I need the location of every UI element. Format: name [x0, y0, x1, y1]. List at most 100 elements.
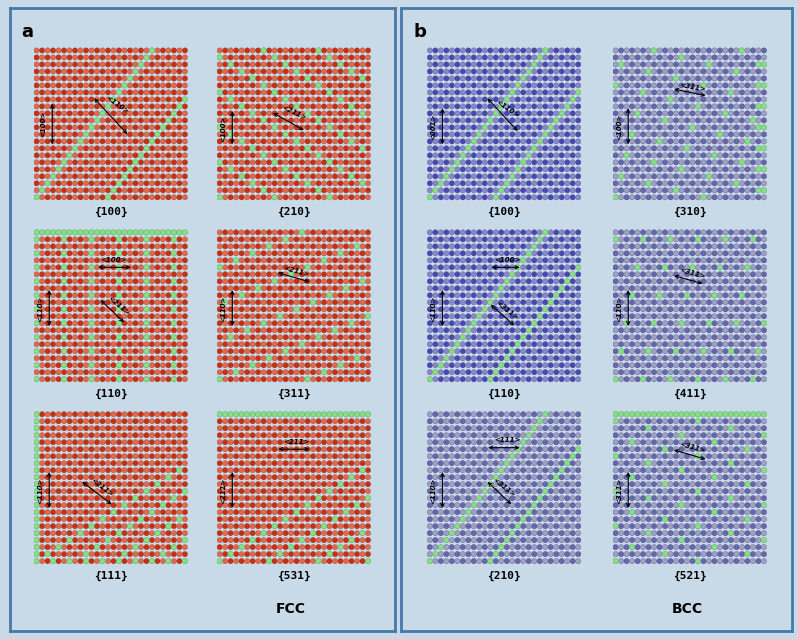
Circle shape [734, 160, 739, 165]
Circle shape [234, 118, 239, 123]
Circle shape [471, 475, 476, 480]
Circle shape [516, 530, 520, 535]
Circle shape [283, 146, 288, 151]
Circle shape [283, 174, 288, 179]
Circle shape [122, 174, 127, 179]
Circle shape [272, 89, 278, 95]
Circle shape [310, 356, 316, 361]
Circle shape [723, 461, 728, 466]
Circle shape [565, 90, 570, 95]
Circle shape [272, 118, 277, 123]
Circle shape [761, 236, 767, 242]
Circle shape [233, 369, 239, 375]
Circle shape [613, 509, 618, 515]
Circle shape [624, 551, 629, 557]
Circle shape [100, 335, 105, 340]
Circle shape [272, 335, 277, 340]
Circle shape [674, 314, 678, 319]
Circle shape [526, 160, 531, 165]
Circle shape [138, 300, 144, 305]
Circle shape [482, 475, 488, 480]
Circle shape [105, 153, 111, 158]
Circle shape [149, 335, 155, 340]
Circle shape [761, 356, 767, 361]
Circle shape [255, 328, 261, 333]
Circle shape [166, 474, 172, 480]
Circle shape [729, 265, 733, 270]
Circle shape [327, 447, 332, 452]
Circle shape [449, 293, 454, 298]
Circle shape [570, 125, 575, 130]
Circle shape [73, 502, 77, 508]
Circle shape [45, 160, 50, 165]
Circle shape [706, 139, 712, 144]
Circle shape [662, 433, 668, 438]
Circle shape [272, 230, 277, 235]
Circle shape [155, 118, 160, 123]
Circle shape [105, 243, 111, 249]
Circle shape [723, 118, 728, 123]
Circle shape [504, 55, 509, 60]
Circle shape [575, 174, 581, 179]
Circle shape [322, 118, 326, 123]
Circle shape [261, 195, 267, 200]
Circle shape [84, 523, 89, 528]
Circle shape [299, 447, 305, 452]
Circle shape [526, 376, 531, 382]
Circle shape [155, 272, 160, 277]
Circle shape [349, 544, 354, 550]
Circle shape [305, 440, 310, 445]
Circle shape [299, 523, 305, 528]
Circle shape [575, 167, 581, 172]
Circle shape [679, 440, 684, 445]
Circle shape [299, 356, 305, 361]
Circle shape [172, 125, 176, 130]
Circle shape [310, 523, 316, 528]
Circle shape [310, 167, 316, 172]
Circle shape [349, 132, 354, 137]
Circle shape [182, 509, 188, 515]
Circle shape [493, 426, 499, 431]
Circle shape [360, 321, 365, 326]
Circle shape [223, 243, 227, 249]
Circle shape [360, 489, 365, 494]
Circle shape [343, 139, 349, 144]
Circle shape [73, 523, 77, 528]
Circle shape [455, 440, 460, 445]
Circle shape [105, 83, 111, 88]
Circle shape [316, 447, 321, 452]
Circle shape [455, 139, 460, 144]
Circle shape [122, 90, 127, 95]
Circle shape [349, 265, 354, 270]
Circle shape [455, 188, 460, 193]
Circle shape [433, 461, 438, 466]
Circle shape [234, 160, 239, 165]
Circle shape [322, 83, 326, 88]
Circle shape [338, 125, 343, 130]
Circle shape [155, 153, 160, 158]
Circle shape [761, 468, 767, 473]
Circle shape [717, 544, 723, 550]
Circle shape [299, 236, 305, 242]
Circle shape [750, 265, 756, 270]
Circle shape [250, 279, 255, 284]
Circle shape [499, 167, 504, 172]
Circle shape [651, 118, 657, 123]
Circle shape [438, 307, 444, 312]
Circle shape [526, 48, 531, 53]
Circle shape [228, 279, 233, 284]
Circle shape [520, 293, 526, 298]
Circle shape [466, 440, 471, 445]
Circle shape [250, 174, 255, 179]
Circle shape [343, 509, 349, 515]
Circle shape [471, 258, 476, 263]
Circle shape [333, 307, 338, 312]
Circle shape [50, 475, 56, 480]
Circle shape [504, 174, 509, 179]
Circle shape [89, 419, 94, 424]
Circle shape [510, 188, 515, 193]
Circle shape [217, 258, 223, 263]
Circle shape [712, 321, 717, 326]
Circle shape [438, 48, 444, 53]
Circle shape [679, 181, 684, 186]
